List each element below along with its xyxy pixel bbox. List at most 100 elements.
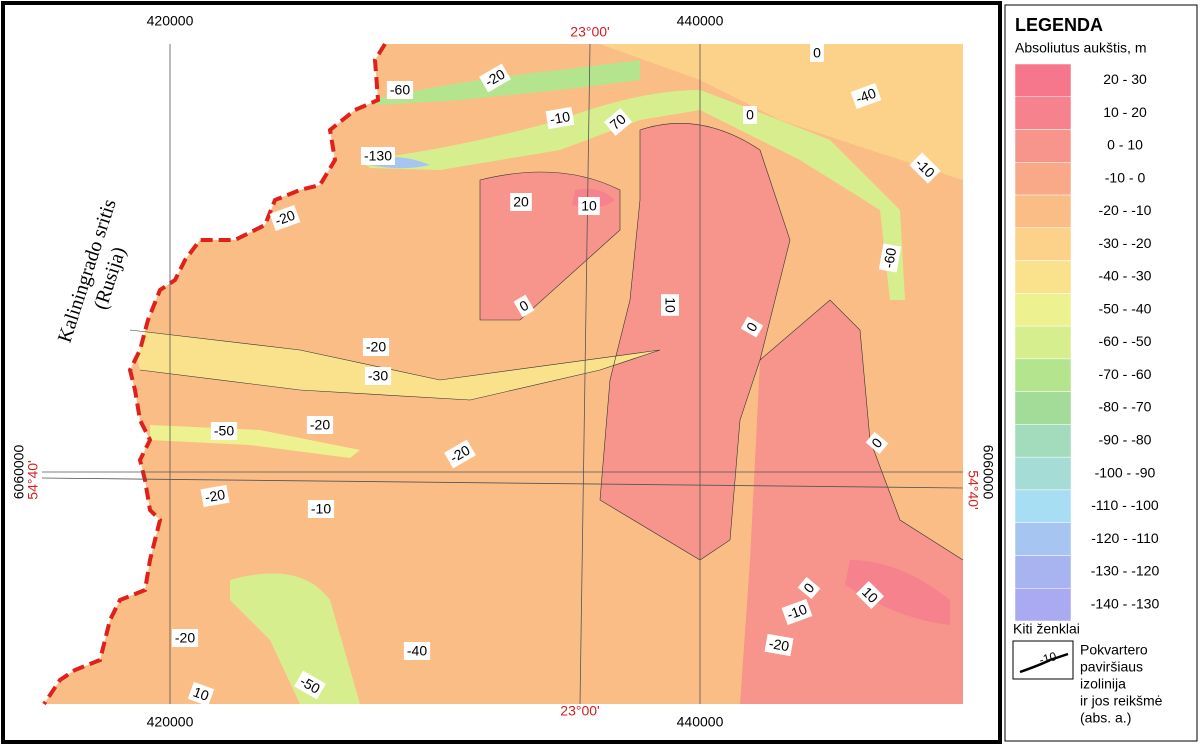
legend-label: -140 - -130 bbox=[1091, 595, 1160, 611]
contour-value: 20 bbox=[513, 194, 529, 210]
contour-value: -20 bbox=[366, 339, 386, 355]
legend-label: -40 - -30 bbox=[1099, 268, 1152, 284]
symbol-text-line: ir jos reikšmė bbox=[1080, 693, 1163, 709]
contour-label: -20 bbox=[200, 484, 230, 508]
grid bbox=[41, 43, 964, 705]
symbol-text-line: paviršiaus bbox=[1080, 659, 1143, 675]
map-fills bbox=[42, 42, 964, 706]
contour-label: 10 bbox=[661, 294, 679, 316]
contour-label: -20 bbox=[269, 205, 301, 231]
contour-label: -50 bbox=[210, 422, 238, 440]
contour-label: -60 bbox=[386, 81, 414, 99]
symbol-box bbox=[1012, 640, 1074, 680]
contour-value: -10 bbox=[785, 601, 810, 623]
grid-label-right: 6060000 bbox=[980, 445, 996, 500]
contour-value: -130 bbox=[364, 148, 392, 164]
contour-value: 0 bbox=[813, 45, 821, 61]
contour-label: 0 bbox=[810, 44, 824, 62]
contour-label: 0 bbox=[513, 294, 535, 318]
legend-label: -130 - -120 bbox=[1091, 563, 1160, 579]
contour-label-bg bbox=[856, 581, 884, 609]
contour-value: 0 bbox=[746, 107, 754, 123]
contour-value: 10 bbox=[191, 684, 211, 704]
contour-label: -40 bbox=[403, 642, 431, 660]
contour-value: -20 bbox=[273, 207, 298, 229]
legend-label: -60 - -50 bbox=[1099, 333, 1152, 349]
contour-label-bg bbox=[740, 316, 764, 338]
contour-label-bg bbox=[444, 439, 476, 469]
contour-label-bg bbox=[386, 81, 414, 99]
contour-value: -20 bbox=[204, 486, 227, 505]
contour-value: -60 bbox=[390, 82, 410, 98]
grid-label-top: 440000 bbox=[677, 13, 724, 29]
contour-value: -20 bbox=[175, 630, 195, 646]
legend-swatch bbox=[1014, 522, 1072, 556]
legend-label: 10 - 20 bbox=[1103, 104, 1147, 120]
contour-label-bg bbox=[578, 197, 600, 215]
legend-swatch bbox=[1014, 325, 1072, 360]
contour-value: 10 bbox=[662, 297, 678, 313]
legend-swatch bbox=[1014, 260, 1072, 294]
contour-label: -30 bbox=[364, 367, 392, 385]
contour-label-bg bbox=[307, 500, 335, 518]
legend-swatch bbox=[1014, 194, 1072, 229]
legend-swatch bbox=[1014, 358, 1072, 392]
legend-label: -90 - -80 bbox=[1099, 431, 1152, 447]
grid-label-right: 54°40' bbox=[965, 470, 981, 509]
symbol-text-line: Pokvartero bbox=[1080, 642, 1148, 658]
legend-label: 20 - 30 bbox=[1103, 71, 1147, 87]
grid-labels: 420000 23°00' 440000 420000 23°00' 440000 6060… bbox=[11, 13, 997, 730]
legend-swatch bbox=[1014, 587, 1072, 622]
contour-label: -20 bbox=[764, 633, 794, 657]
grid-label-left: 54°40' bbox=[25, 460, 41, 499]
contour-label-bg bbox=[306, 416, 334, 434]
symbol-line bbox=[1019, 652, 1069, 674]
contour-label: 0 bbox=[740, 316, 764, 338]
legend-subtitle: Absoliutus aukštis, m bbox=[1015, 40, 1147, 56]
legend-swatch bbox=[1014, 96, 1072, 130]
grid-label-bottom: 420000 bbox=[147, 714, 194, 730]
contour-label: 10 bbox=[578, 197, 600, 215]
legend-swatch bbox=[1014, 456, 1072, 491]
contour-value: -20 bbox=[768, 635, 791, 654]
contour-label-bg bbox=[781, 599, 813, 625]
contour-label-bg bbox=[661, 294, 679, 316]
contour-label-bg bbox=[362, 338, 390, 356]
legend-label: -80 - -70 bbox=[1099, 399, 1152, 415]
legend-swatch bbox=[1014, 391, 1072, 425]
legend-swatch bbox=[1014, 63, 1072, 98]
contour-value: -60 bbox=[880, 246, 899, 269]
legend-swatch bbox=[1014, 129, 1072, 163]
contour-label-bg bbox=[364, 367, 392, 385]
legend-other-title: Kiti ženklai bbox=[1013, 621, 1080, 637]
contour-label: 0 bbox=[743, 106, 757, 124]
contour-labels: -20 -60 0 -40 0 -10 70 -130 -10 20 10 -20 -60 0 10 0 -20… bbox=[171, 44, 941, 707]
legend-items: 20 - 30 10 - 20 0 - 10 -10 - 0 -20 - -10 -30 … bbox=[1014, 63, 1160, 622]
contour-value: -40 bbox=[407, 643, 427, 659]
contour-label: 10 bbox=[856, 581, 884, 609]
contour-label-bg bbox=[850, 83, 882, 109]
grid-label-left: 6060000 bbox=[11, 445, 27, 500]
contour-label-bg bbox=[865, 431, 889, 455]
legend-swatch bbox=[1014, 424, 1072, 458]
contour-value: -10 bbox=[549, 108, 572, 127]
grid-label-top: 23°00' bbox=[570, 24, 609, 40]
contour-label: -20 bbox=[362, 338, 390, 356]
contour-label-bg bbox=[200, 484, 230, 508]
contour-label: -10 bbox=[307, 500, 335, 518]
contour-value: -40 bbox=[854, 85, 879, 107]
grid-label-bottom: 440000 bbox=[677, 714, 724, 730]
legend-swatch bbox=[1014, 227, 1072, 261]
contour-label: -60 bbox=[878, 243, 902, 273]
contour-label-bg bbox=[603, 108, 633, 136]
map-frame bbox=[1, 1, 1002, 744]
contour-label-bg bbox=[210, 422, 238, 440]
contour-label-bg bbox=[797, 576, 821, 600]
contour-label-bg bbox=[479, 63, 511, 93]
legend-label: 0 - 10 bbox=[1107, 137, 1143, 153]
symbol-text-line: izolinija bbox=[1080, 676, 1126, 692]
legend-label: -50 - -40 bbox=[1099, 300, 1152, 316]
contour-label: 70 bbox=[603, 108, 633, 136]
contour-label-bg bbox=[513, 294, 535, 318]
